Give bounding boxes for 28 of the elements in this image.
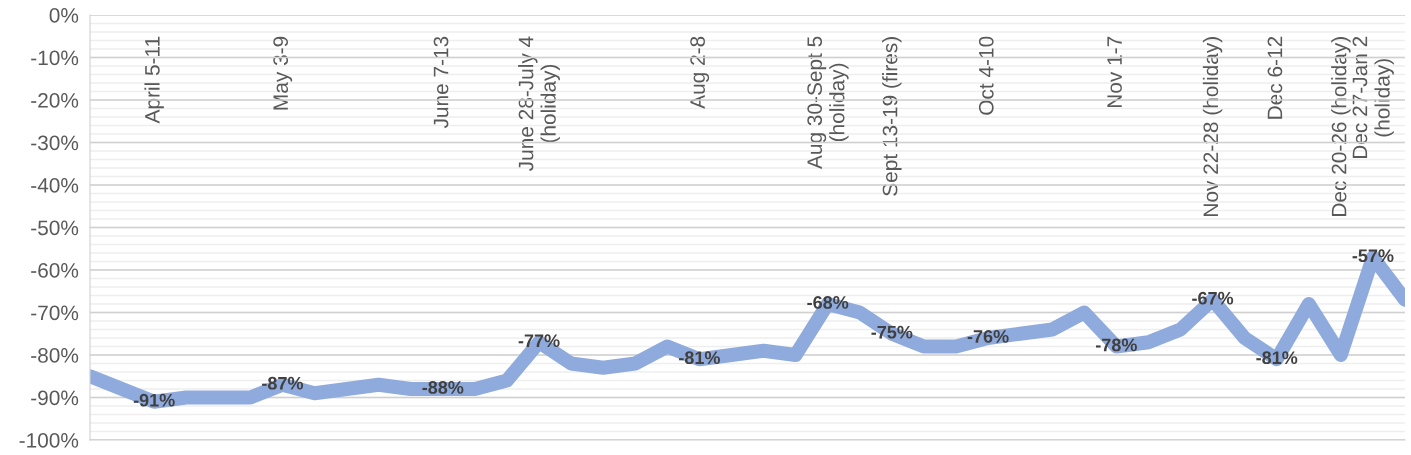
data-label: -67% bbox=[1192, 291, 1234, 305]
x-tick-label: Nov 22-28 (holiday) bbox=[1202, 37, 1223, 216]
x-tick-label: April 5-11 bbox=[144, 36, 164, 124]
y-tick-label: 0% bbox=[49, 8, 79, 23]
y-tick-label: -60% bbox=[31, 263, 79, 278]
x-tick-label: Dec 6-12 bbox=[1267, 36, 1283, 119]
x-tick-label: Oct 4-10 bbox=[978, 36, 994, 115]
data-label: -76% bbox=[967, 330, 1009, 343]
y-tick-label: -40% bbox=[31, 178, 79, 193]
y-tick-label: -50% bbox=[31, 220, 79, 236]
data-label: -87% bbox=[262, 376, 304, 390]
y-tick-label: -10% bbox=[31, 50, 79, 66]
x-tick-label: June 28-July 4 (holiday) bbox=[518, 36, 560, 171]
y-tick-label: -20% bbox=[31, 93, 79, 108]
y-tick-label: -70% bbox=[31, 305, 79, 321]
x-tick-label: Nov 1-7 bbox=[1107, 36, 1122, 108]
y-tick-label: -90% bbox=[31, 390, 79, 406]
data-label: -77% bbox=[518, 334, 560, 348]
x-tick-label: Aug 30-Sept 5 (holiday) bbox=[807, 36, 849, 169]
x-tick-label: June 7-13 bbox=[433, 36, 449, 129]
data-label: -81% bbox=[679, 351, 720, 365]
y-tick-label: -80% bbox=[31, 348, 79, 363]
data-label: -88% bbox=[422, 381, 464, 394]
data-label: -81% bbox=[1256, 351, 1298, 365]
y-tick-label: -30% bbox=[31, 135, 79, 151]
x-tick-label: Dec 20-26 (holiday) bbox=[1331, 37, 1351, 216]
y-tick-label: -100% bbox=[19, 433, 79, 448]
data-label: -91% bbox=[133, 393, 175, 407]
